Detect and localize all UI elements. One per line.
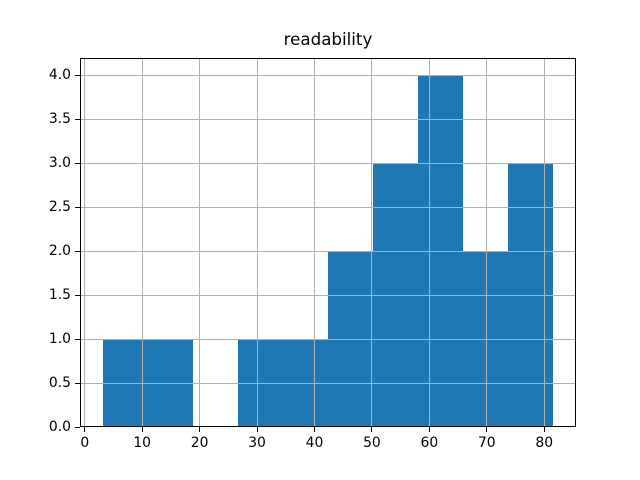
y-tick: [75, 250, 80, 252]
y-tick: [75, 74, 80, 76]
x-tick-label: 40: [305, 434, 324, 451]
x-tick: [199, 427, 201, 433]
x-gridline: [256, 57, 258, 428]
x-tick-label: 70: [477, 434, 496, 451]
y-gridline: [80, 250, 576, 252]
x-tick-label: 10: [133, 434, 152, 451]
y-tick: [75, 426, 80, 428]
x-tick: [84, 427, 86, 433]
y-gridline: [80, 118, 576, 120]
y-tick-label: 3.0: [48, 155, 71, 172]
x-tick: [428, 427, 430, 433]
x-tick: [371, 427, 373, 433]
x-gridline: [314, 57, 315, 428]
x-gridline: [84, 57, 86, 428]
x-tick: [256, 427, 258, 433]
y-tick: [75, 118, 80, 120]
x-gridline: [371, 57, 373, 428]
y-gridline: [80, 206, 576, 208]
x-tick-label: 30: [248, 434, 266, 451]
y-gridline: [80, 74, 576, 76]
y-gridline: [80, 338, 576, 340]
y-tick-label: 2.5: [48, 199, 71, 216]
y-tick-label: 1.0: [48, 331, 71, 348]
y-tick-label: 1.5: [48, 287, 71, 304]
x-gridline: [428, 57, 430, 428]
x-tick: [314, 427, 315, 433]
x-tick-label: 20: [190, 434, 209, 451]
x-tick: [486, 427, 488, 433]
y-tick: [75, 162, 80, 164]
y-tick-label: 0.5: [48, 375, 71, 392]
y-tick-label: 4.0: [48, 67, 71, 84]
x-tick-label: 80: [535, 434, 554, 451]
y-tick: [75, 206, 80, 208]
x-tick: [543, 427, 545, 433]
y-gridline: [80, 382, 576, 384]
y-gridline: [80, 294, 576, 296]
x-tick: [141, 427, 143, 433]
chart-title: readability: [283, 28, 373, 49]
x-tick-label: 0: [80, 434, 90, 451]
y-tick-label: 0.0: [48, 419, 71, 436]
plot-area: [80, 57, 576, 428]
x-gridline: [199, 57, 201, 428]
y-tick-label: 3.5: [48, 111, 71, 128]
y-tick: [75, 294, 80, 296]
x-gridline: [543, 57, 545, 428]
y-tick: [75, 382, 80, 384]
x-tick-label: 50: [363, 434, 381, 451]
y-gridline: [80, 162, 576, 164]
x-gridline: [486, 57, 488, 428]
y-tick: [75, 338, 80, 340]
x-gridline: [141, 57, 143, 428]
y-tick-label: 2.0: [48, 243, 71, 260]
x-tick-label: 60: [420, 434, 439, 451]
